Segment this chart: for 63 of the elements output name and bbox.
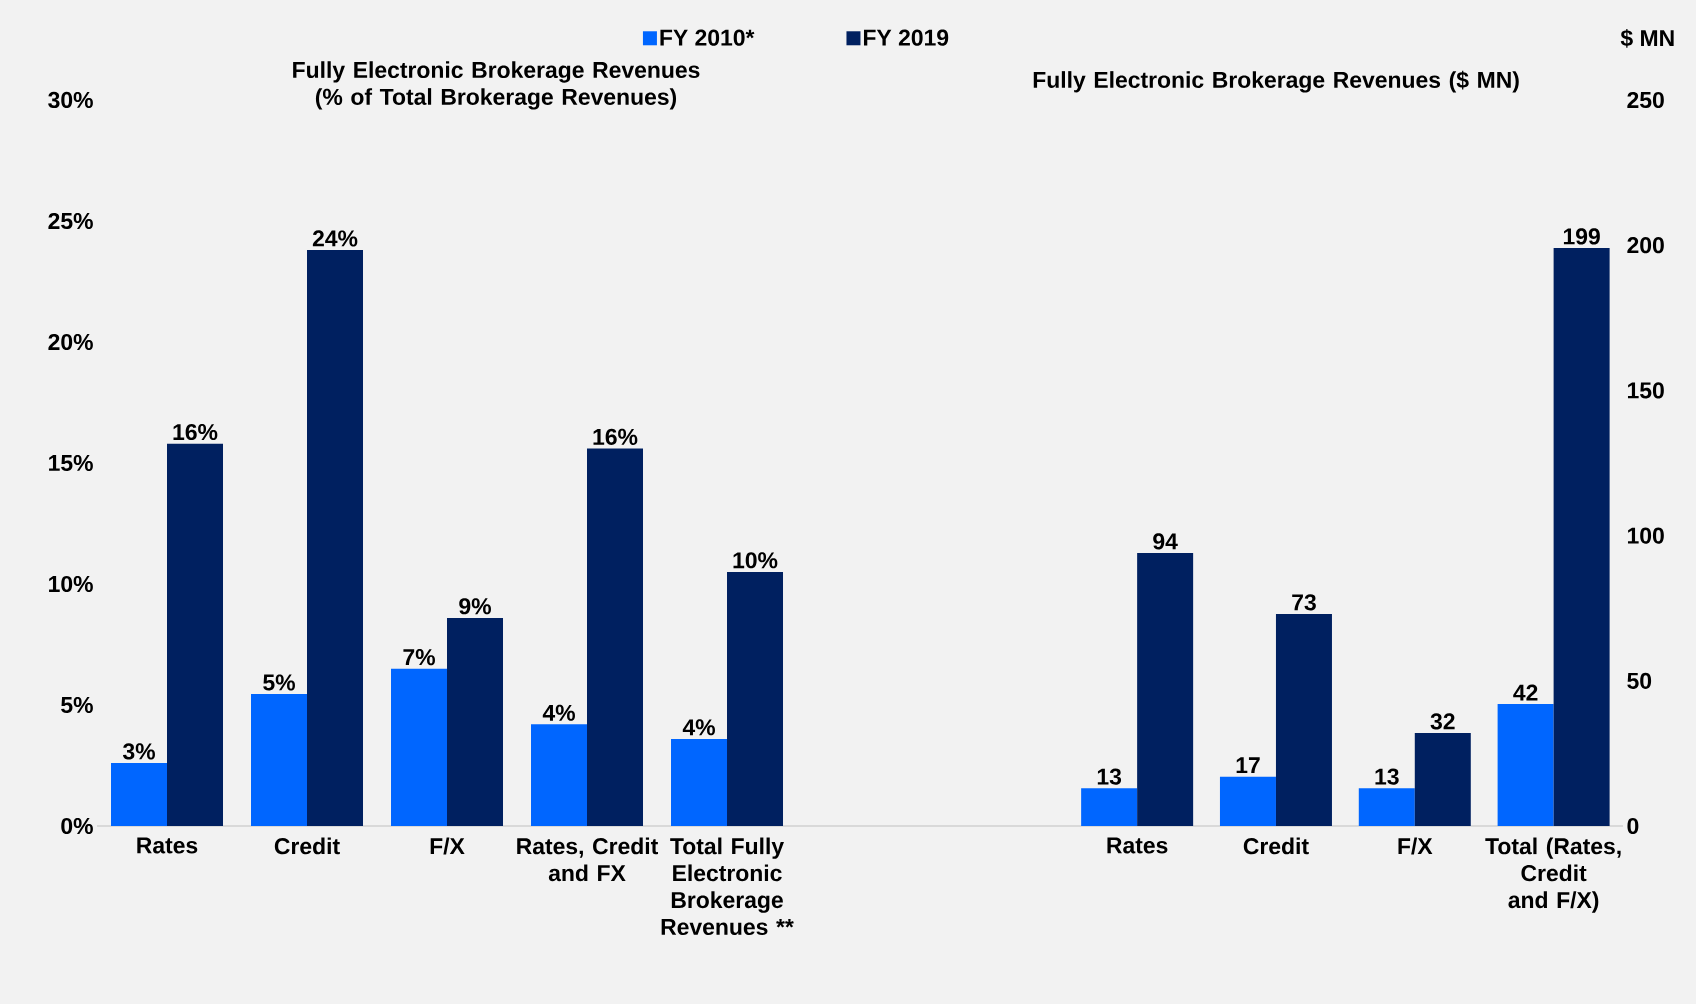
y-tick-label: 50: [1627, 672, 1652, 689]
legend-label: FY 2019: [863, 29, 949, 46]
bar: [1497, 704, 1554, 826]
x-tick-label: Credit: [274, 837, 340, 855]
y-tick-label: 0%: [61, 817, 93, 835]
bar: [447, 617, 503, 826]
legend-label: FY 2010*: [660, 29, 755, 46]
bar: [727, 571, 784, 826]
bar: [1137, 553, 1194, 826]
chart-title: Fully Electronic Brokerage Revenues ($ MN): [1033, 70, 1519, 93]
bar: [671, 738, 728, 826]
bar: [1414, 733, 1471, 826]
y-tick-label: 150: [1627, 382, 1664, 399]
data-label: 199: [1563, 228, 1600, 245]
bar: [531, 724, 587, 826]
x-tick-label: Rates: [1107, 837, 1168, 854]
y-tick-label: 15%: [49, 454, 93, 472]
data-label: 3%: [122, 743, 155, 760]
data-label: 13: [1375, 768, 1399, 785]
bar: [391, 668, 447, 826]
data-label: 24%: [312, 230, 358, 247]
x-tick-label: F/X: [430, 837, 465, 855]
y-tick-label: 25%: [48, 212, 93, 230]
bar: [167, 443, 223, 826]
data-label: 94: [1153, 533, 1178, 550]
x-tick-label: Rates, Credit and FX: [517, 837, 659, 882]
x-tick-label: F/X: [1398, 837, 1433, 855]
data-label: 17: [1236, 757, 1260, 774]
bar: [1081, 788, 1138, 826]
x-tick-label: Credit: [1243, 837, 1309, 855]
y-tick-label: 100: [1627, 527, 1664, 544]
data-label: 42: [1513, 684, 1538, 701]
data-label: 16%: [593, 428, 638, 445]
y-axis-title: $ MN: [1620, 28, 1674, 48]
data-label: 73: [1292, 594, 1316, 611]
y-tick-label: 0: [1627, 817, 1639, 835]
data-label: 10%: [733, 552, 778, 569]
y-tick-label: 200: [1627, 237, 1664, 254]
y-tick-label: 20%: [48, 333, 93, 351]
data-label: 7%: [403, 649, 435, 666]
data-label: 16%: [173, 423, 218, 441]
bar: [1219, 776, 1276, 826]
y-tick-label: 30%: [48, 91, 93, 109]
bar: [1358, 788, 1415, 826]
bar: [587, 448, 643, 826]
y-tick-label: 250: [1627, 91, 1664, 109]
chart-title: Fully Electronic Brokerage Revenues (% of Total Brokerage Revenues): [293, 61, 700, 110]
y-tick-label: 5%: [61, 696, 93, 714]
data-label: 9%: [459, 598, 491, 615]
data-label: 13: [1097, 768, 1122, 785]
bar: [1553, 248, 1610, 826]
y-tick-label: 10%: [49, 575, 93, 593]
bar: [251, 694, 307, 826]
x-tick-label: Total Fully Electronic Brokerage Revenues **: [661, 837, 794, 936]
x-tick-label: Rates: [137, 837, 198, 854]
data-label: 4%: [682, 719, 715, 736]
bar: [111, 763, 167, 826]
bar: [307, 250, 363, 826]
x-tick-label: Total (Rates, Credit and F/X): [1485, 837, 1621, 913]
data-label: 4%: [542, 704, 575, 721]
bar: [1275, 614, 1332, 826]
data-label: 5%: [263, 674, 295, 691]
data-label: 32: [1430, 713, 1455, 730]
